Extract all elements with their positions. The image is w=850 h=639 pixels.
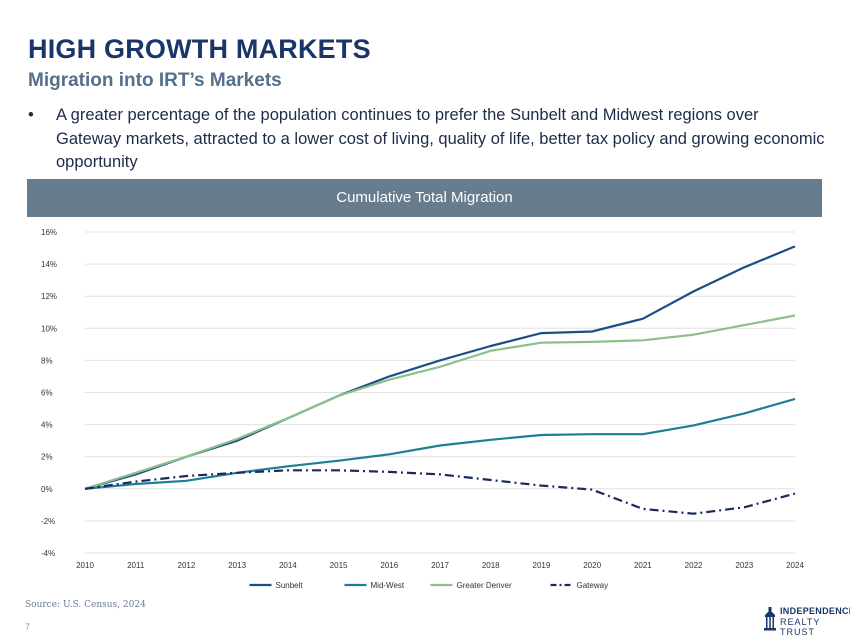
x-tick-label: 2024 [786, 561, 804, 570]
x-tick-label: 2016 [380, 561, 398, 570]
x-tick-label: 2022 [685, 561, 703, 570]
legend-label: Greater Denver [457, 581, 512, 590]
y-tick-label: 2% [41, 453, 53, 462]
series-line-gateway [84, 469, 796, 515]
y-tick-label: 14% [41, 260, 57, 269]
y-tick-label: -4% [41, 549, 55, 558]
x-tick-label: 2014 [279, 561, 297, 570]
page-subtitle: Migration into IRT’s Markets [28, 70, 282, 91]
bullet-dot: • [28, 106, 34, 124]
page-number: 7 [25, 622, 31, 632]
y-tick-label: 4% [41, 421, 53, 430]
source-note: Source: U.S. Census, 2024 [25, 600, 146, 610]
x-tick-label: 2017 [431, 561, 449, 570]
logo-line2: REALTY TRUST [780, 617, 821, 637]
migration-line-chart: -4% -2% 0% 2% 4% 6% 8% 10% 12% 14% 16% 2010 2011 2012… [41, 228, 804, 590]
x-tick-label: 2011 [127, 561, 145, 570]
y-tick-label: 10% [41, 324, 57, 333]
series-line-mid-west [84, 397, 796, 490]
x-tick-label: 2012 [178, 561, 196, 570]
y-tick-label: -2% [41, 517, 55, 526]
building-icon [764, 607, 776, 631]
x-tick-label: 2019 [533, 561, 551, 570]
y-tick-label: 6% [41, 389, 53, 398]
x-tick-label: 2021 [634, 561, 652, 570]
legend-label: Mid-West [371, 581, 405, 590]
series-line-greater-denver [84, 314, 796, 490]
x-tick-label: 2013 [228, 561, 246, 570]
y-tick-label: 16% [41, 228, 57, 237]
x-tick-label: 2015 [330, 561, 348, 570]
page-title: HIGH GROWTH MARKETS [28, 34, 371, 64]
y-tick-label: 0% [41, 485, 53, 494]
x-tick-label: 2010 [76, 561, 94, 570]
logo-line1: INDEPENDENCE [780, 606, 850, 616]
y-tick-label: 8% [41, 356, 53, 365]
y-tick-label: 12% [41, 292, 57, 301]
bullet-text: A greater percentage of the population c… [56, 106, 825, 171]
company-logo: INDEPENDENCE REALTY TRUST [762, 605, 850, 637]
chart-banner: Cumulative Total Migration [27, 179, 822, 217]
x-tick-label: 2018 [482, 561, 500, 570]
legend-label: Sunbelt [276, 581, 304, 590]
legend-label: Gateway [577, 581, 609, 590]
x-tick-label: 2023 [735, 561, 753, 570]
x-tick-label: 2020 [583, 561, 601, 570]
